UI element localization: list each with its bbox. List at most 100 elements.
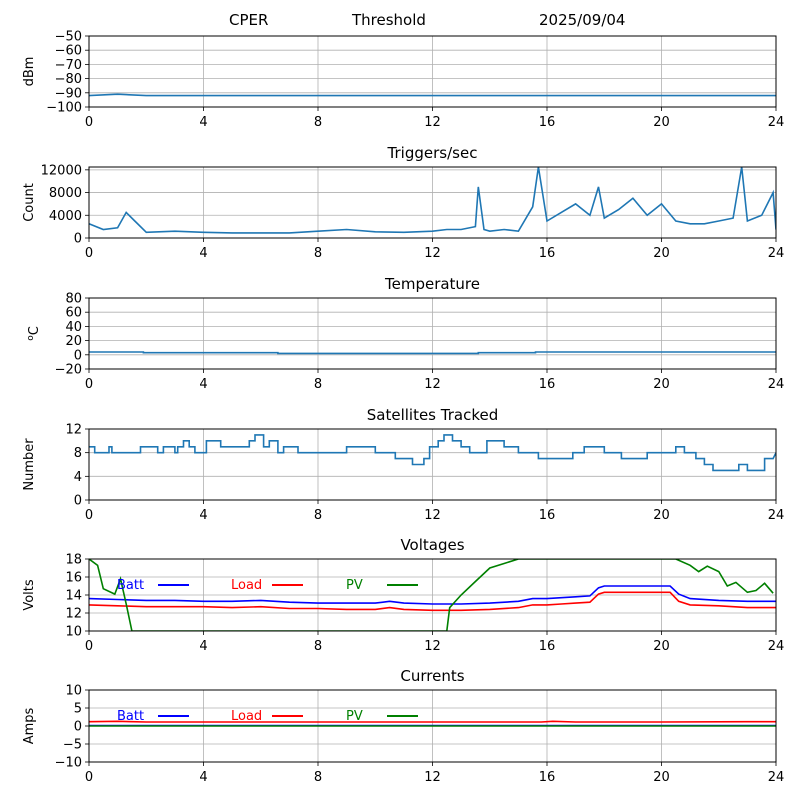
y-tick-label: 12000 [41, 163, 82, 178]
y-axis-label: dBm [22, 57, 37, 87]
x-tick-label: 20 [653, 115, 670, 130]
x-tick-label: 8 [314, 115, 322, 130]
x-tick-label: 20 [653, 377, 670, 392]
chart-title: Voltages [400, 536, 464, 554]
x-tick-label: 24 [768, 115, 785, 130]
chart-panel-1: 0 4 8 12 16 20 24 −100−90−80−70−60−50 dBm [22, 30, 784, 131]
x-tick-label: 16 [539, 246, 556, 261]
x-tick-label: 0 [85, 508, 93, 523]
y-tick-label: 10 [65, 684, 82, 699]
x-tick-label: 12 [424, 115, 441, 130]
chart-panel-6: 0 4 8 12 16 20 24 −10 −5 0 5 10 Currents Amps Batt Load… [22, 667, 784, 785]
y-axis-label: Number [22, 438, 37, 491]
x-tick-label: 16 [539, 770, 556, 785]
y-tick-label: 40 [65, 320, 82, 335]
x-tick-label: 24 [768, 508, 785, 523]
threshold-label: Threshold [352, 11, 426, 29]
x-tick-label: 4 [199, 377, 207, 392]
x-tick-label: 12 [424, 377, 441, 392]
y-tick-label: −60 [55, 44, 82, 59]
x-tick-label: 16 [539, 115, 556, 130]
y-tick-label: −50 [55, 30, 82, 45]
y-tick-label: 4000 [49, 209, 82, 224]
x-tick-label: 24 [768, 246, 785, 261]
x-tick-label: 0 [85, 246, 93, 261]
x-tick-label: 12 [424, 639, 441, 654]
chart-panel-4: 0 4 8 12 16 20 24 0 4 8 12 Satellites Tracked Number [22, 406, 784, 523]
x-tick-label: 20 [653, 770, 670, 785]
x-tick-label: 8 [314, 639, 322, 654]
x-tick-label: 24 [768, 770, 785, 785]
y-tick-label: 12 [65, 423, 82, 438]
x-tick-label: 4 [199, 246, 207, 261]
x-tick-label: 8 [314, 508, 322, 523]
y-tick-label: 0 [74, 720, 82, 735]
x-tick-label: 12 [424, 508, 441, 523]
series-line-pv [89, 559, 774, 631]
y-tick-label: −80 [55, 72, 82, 87]
x-tick-label: 4 [199, 115, 207, 130]
legend-label-load: Load [231, 578, 262, 593]
x-tick-label: 4 [199, 639, 207, 654]
x-tick-label: 12 [424, 246, 441, 261]
x-tick-label: 24 [768, 377, 785, 392]
chart-title: Satellites Tracked [367, 406, 498, 424]
y-tick-label: −10 [55, 756, 82, 771]
y-axis-label: Count [22, 183, 37, 222]
chart-panel-2: 0 4 8 12 16 20 24 0 4000 8000 12000 Triggers/sec Cou… [22, 144, 784, 261]
x-tick-label: 16 [539, 508, 556, 523]
legend-label-load: Load [231, 709, 262, 724]
x-tick-label: 0 [85, 115, 93, 130]
y-tick-label: 5 [74, 702, 82, 717]
y-tick-label: −70 [55, 58, 82, 73]
y-tick-label: 14 [65, 589, 82, 604]
x-tick-label: 20 [653, 246, 670, 261]
y-tick-label: 4 [74, 470, 82, 485]
legend-label-pv: PV [346, 709, 363, 724]
series-line-data [89, 93, 776, 97]
series-line-data [89, 434, 776, 472]
series-line-data [89, 351, 776, 355]
legend-label-batt: Batt [117, 578, 144, 593]
y-tick-label: 12 [65, 607, 82, 622]
x-tick-label: 0 [85, 770, 93, 785]
x-tick-label: 20 [653, 639, 670, 654]
chart-title: Temperature [384, 275, 480, 293]
chart-title: Triggers/sec [387, 144, 478, 162]
y-axis-label: oC [26, 326, 42, 341]
series-line-batt [89, 585, 776, 605]
y-axis-label-degree: o [26, 335, 36, 341]
y-tick-label: −20 [55, 363, 82, 378]
x-tick-label: 0 [85, 377, 93, 392]
y-axis-label-unit: C [27, 326, 42, 335]
y-tick-label: −5 [63, 738, 82, 753]
x-tick-label: 8 [314, 246, 322, 261]
x-tick-label: 0 [85, 639, 93, 654]
y-tick-label: 16 [65, 571, 82, 586]
y-tick-label: 18 [65, 553, 82, 568]
y-tick-label: 8000 [49, 186, 82, 201]
y-axis-label: Amps [22, 707, 37, 744]
y-tick-label: 0 [74, 232, 82, 247]
chart-panel-5: 0 4 8 12 16 20 24 10 12 14 16 18 Voltages Volts Batt Lo… [22, 536, 784, 654]
x-tick-label: 4 [199, 508, 207, 523]
y-tick-label: −90 [55, 86, 82, 101]
date-label: 2025/09/04 [539, 11, 626, 29]
chart-title: Currents [400, 667, 464, 685]
site-label: CPER [229, 11, 269, 29]
y-tick-label: 60 [65, 306, 82, 321]
legend-label-pv: PV [346, 578, 363, 593]
x-tick-label: 12 [424, 770, 441, 785]
x-tick-label: 24 [768, 639, 785, 654]
y-tick-label: 10 [65, 625, 82, 640]
y-axis-label: Volts [22, 579, 37, 611]
series-line-load [89, 720, 776, 723]
series-line-data [89, 167, 776, 234]
x-tick-label: 8 [314, 770, 322, 785]
legend-label-batt: Batt [117, 709, 144, 724]
x-tick-label: 16 [539, 377, 556, 392]
x-tick-label: 16 [539, 639, 556, 654]
